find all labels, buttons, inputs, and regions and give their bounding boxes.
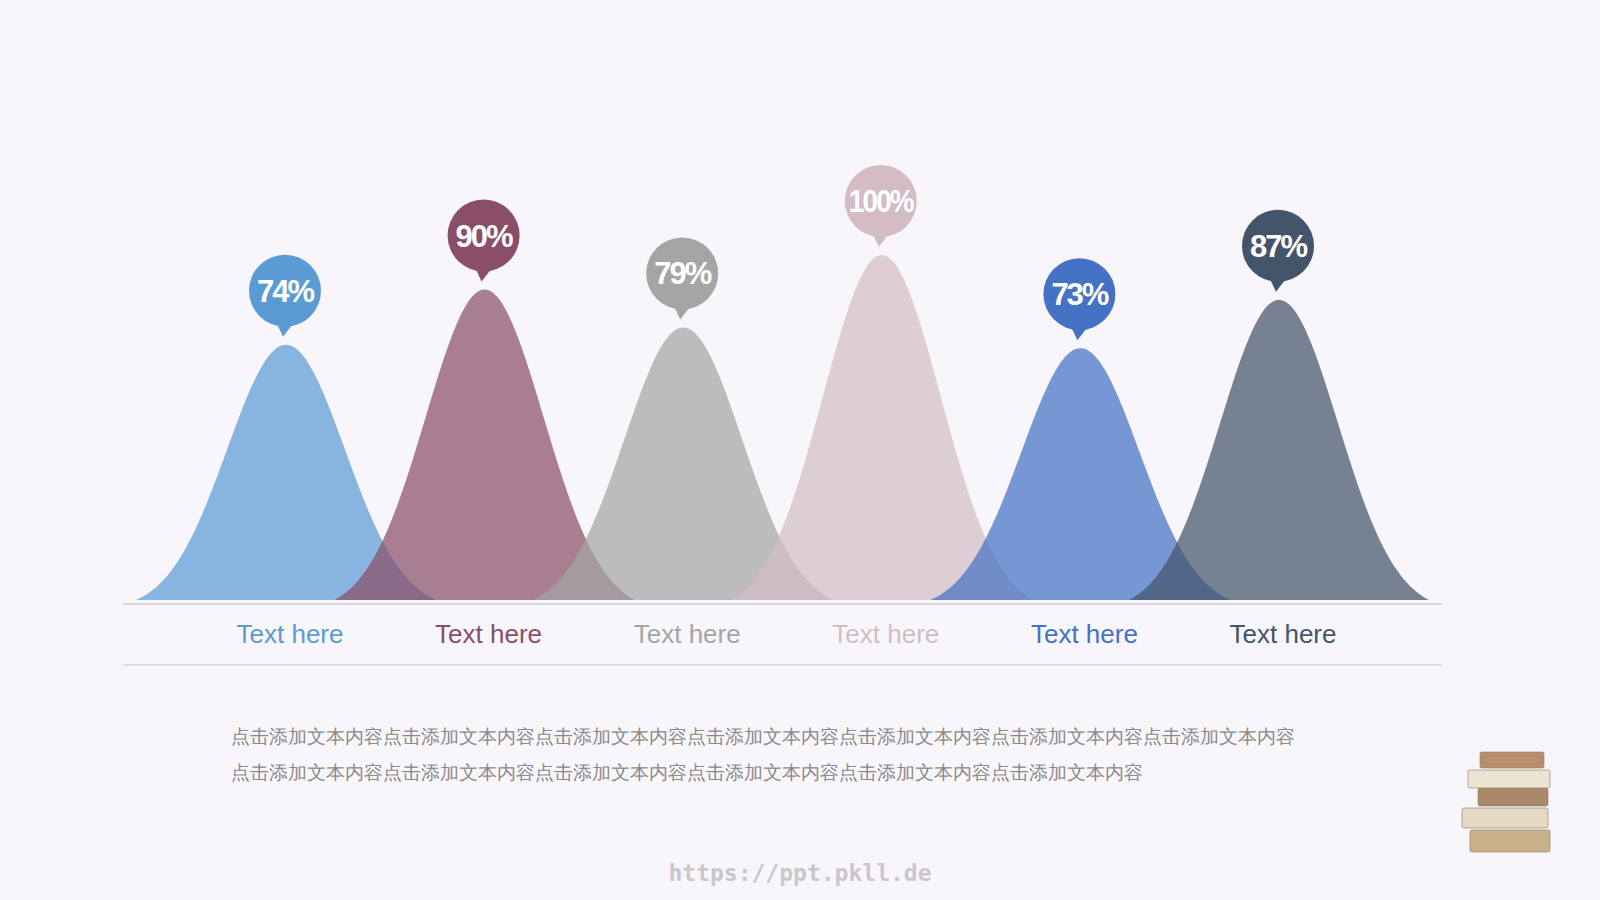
bubble-tail [1070, 325, 1087, 340]
data-label: 73% [1051, 277, 1108, 312]
bubble-circle [1242, 210, 1314, 282]
bubble-tail [872, 232, 889, 247]
x-tick-label: Text here [634, 619, 741, 649]
book-decoration [1462, 752, 1550, 852]
label-rule [123, 665, 1442, 666]
bubble-tail [673, 304, 690, 319]
bells [136, 255, 1429, 600]
bubble-tail [276, 322, 293, 337]
data-label: 87% [1250, 229, 1307, 264]
book [1478, 788, 1548, 806]
book [1480, 752, 1544, 768]
book [1468, 770, 1550, 788]
value-bubble: 79% [646, 237, 718, 319]
footer-url: https://ppt.pkll.de [0, 860, 1600, 886]
page: {"chart_data": {"type": "bell", "categor… [0, 0, 1600, 900]
value-bubble: 100% [845, 165, 917, 247]
bubble-circle [1043, 258, 1115, 330]
bubble-tail [1269, 277, 1286, 292]
data-label: 79% [654, 256, 711, 291]
x-axis-line [123, 604, 1442, 605]
value-bubble: 74% [249, 255, 321, 337]
x-tick-label: Text here [1230, 619, 1337, 649]
book [1470, 830, 1550, 852]
value-bubble: 90% [448, 200, 520, 282]
x-tick-label: Text here [1031, 619, 1138, 649]
x-tick-label: Text here [832, 619, 939, 649]
bubble-circle [845, 165, 917, 237]
bubble-tail [475, 267, 492, 282]
value-bubble: 87% [1242, 210, 1314, 292]
book [1462, 808, 1548, 828]
x-tick-label: Text here [237, 619, 344, 649]
data-label: 74% [257, 274, 314, 309]
bell [1129, 300, 1429, 600]
value-bubble: 73% [1043, 258, 1115, 340]
bubble-circle [249, 255, 321, 327]
data-label: 100% [849, 184, 914, 219]
data-label: 90% [456, 219, 513, 254]
body-text: 点击添加文本内容点击添加文本内容点击添加文本内容点击添加文本内容点击添加文本内容… [231, 718, 1301, 790]
bubble-circle [448, 200, 520, 272]
bubble-circle [646, 237, 718, 309]
x-tick-label: Text here [435, 619, 542, 649]
